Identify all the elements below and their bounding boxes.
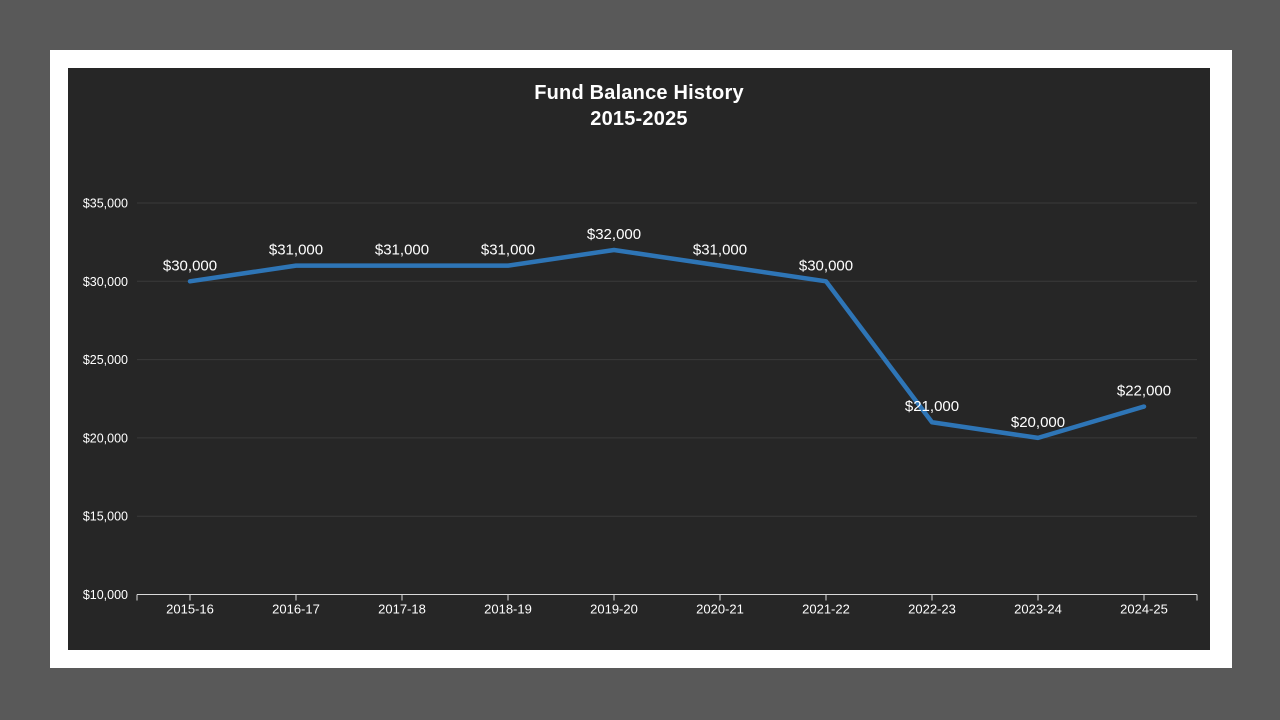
data-label: $30,000	[163, 257, 217, 274]
data-label: $30,000	[799, 257, 853, 274]
fund-balance-chart[interactable]: $10,000 $15,000 $20,000 $25,000 $30,000 $35,0…	[68, 68, 1210, 650]
x-axis-tick-label: 2023-24	[1014, 602, 1062, 617]
x-axis-tick-label: 2017-18	[378, 602, 426, 617]
y-axis-tick-label: $30,000	[83, 275, 128, 289]
data-label: $20,000	[1011, 414, 1065, 431]
data-label: $21,000	[905, 398, 959, 415]
y-axis-tick-label: $35,000	[83, 197, 128, 211]
x-axis-tick-label: 2021-22	[802, 602, 850, 617]
data-label: $22,000	[1117, 383, 1171, 400]
x-axis-tick-label: 2024-25	[1120, 602, 1168, 617]
fund-balance-line[interactable]	[187, 247, 1147, 441]
data-label: $32,000	[587, 226, 641, 243]
data-label: $31,000	[693, 242, 747, 259]
data-label: $31,000	[375, 242, 429, 259]
chart-title: Fund Balance History 2015-2025	[68, 80, 1210, 132]
x-axis-tick-label: 2015-16	[166, 602, 214, 617]
x-axis-tick-label: 2016-17	[272, 602, 320, 617]
y-axis-tick-label: $15,000	[83, 510, 128, 524]
y-axis-tick-label: $25,000	[83, 353, 128, 367]
data-label: $31,000	[269, 242, 323, 259]
x-axis-tick-label: 2022-23	[908, 602, 956, 617]
data-label: $31,000	[481, 242, 535, 259]
x-axis-tick-label: 2019-20	[590, 602, 638, 617]
x-axis-tick-label: 2018-19	[484, 602, 532, 617]
chart-title-line2: 2015-2025	[590, 108, 688, 130]
x-axis-tick-label: 2020-21	[696, 602, 744, 617]
y-axis-tick-label: $20,000	[83, 431, 128, 445]
slide: $10,000 $15,000 $20,000 $25,000 $30,000 $35,0…	[50, 50, 1232, 668]
line-chart-plot: $10,000 $15,000 $20,000 $25,000 $30,000 $35,0…	[83, 197, 1198, 617]
chart-title-line1: Fund Balance History	[534, 82, 744, 104]
y-axis-tick-label: $10,000	[83, 588, 128, 602]
